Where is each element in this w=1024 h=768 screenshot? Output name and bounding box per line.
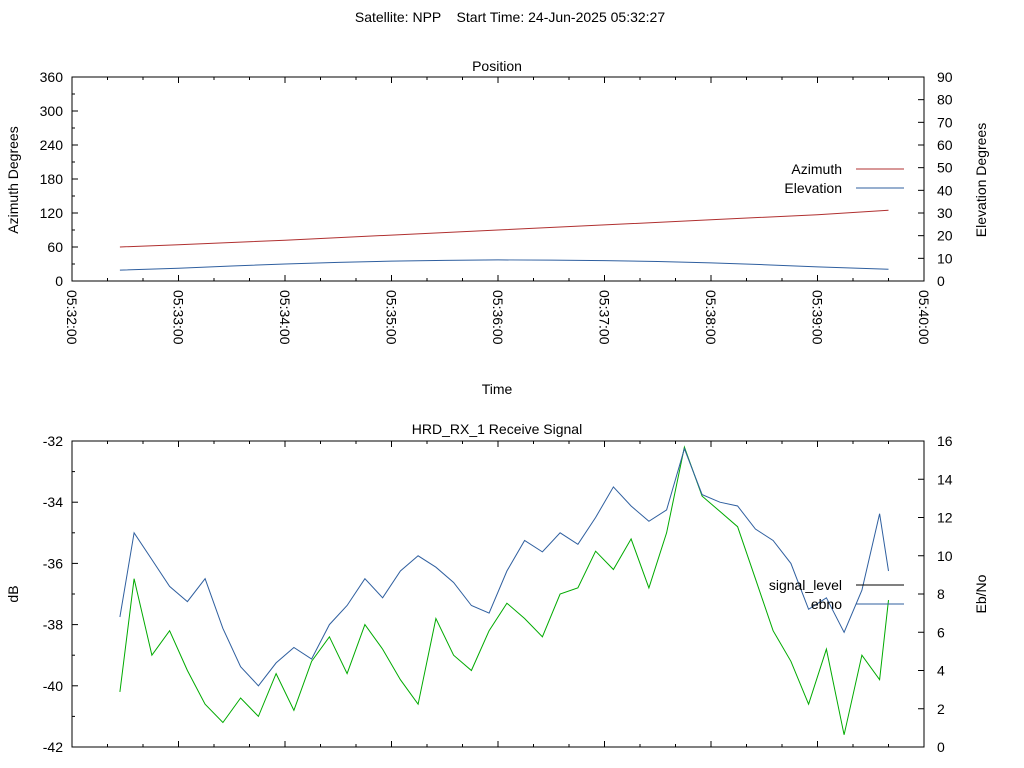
- signal-y-right-tick-label: 4: [937, 663, 945, 679]
- signal-y-right-tick-label: 0: [937, 739, 945, 755]
- position-y-left-tick-label: 180: [40, 171, 64, 187]
- signal-y-right-tick-label: 2: [937, 701, 945, 717]
- position-x-tick-label: 05:37:00: [597, 290, 613, 345]
- legend-azimuth-label: Azimuth: [791, 161, 842, 177]
- position-y-left-tick-label: 240: [40, 137, 64, 153]
- signal-chart-title: HRD_RX_1 Receive Signal: [412, 421, 582, 437]
- signal-y-left-label: dB: [5, 585, 21, 602]
- position-y-right-tick-label: 50: [937, 160, 953, 176]
- position-chart-title: Position: [472, 58, 522, 74]
- signal-y-left-tick-label: -34: [43, 494, 63, 510]
- position-x-tick-label: 05:36:00: [490, 290, 506, 345]
- position-y-left-tick-label: 120: [40, 205, 64, 221]
- position-plot-frame: [71, 76, 925, 282]
- position-y-right-tick-label: 40: [937, 182, 953, 198]
- position-y-right-tick-label: 90: [937, 69, 953, 85]
- position-y-right-tick-label: 80: [937, 92, 953, 108]
- signal-y-left-tick-label: -32: [43, 433, 63, 449]
- series-line-elevation: [119, 259, 889, 271]
- figure-title: Satellite: NPP Start Time: 24-Jun-2025 0…: [355, 9, 665, 25]
- position-y-left-tick-label: 0: [55, 273, 63, 289]
- series-line-azimuth: [119, 209, 889, 248]
- signal-y-right-tick-label: 14: [937, 471, 953, 487]
- position-y-left-label: Azimuth Degrees: [5, 126, 21, 233]
- legend-ebno-label: ebno: [811, 596, 842, 612]
- position-y-left-tick-label: 60: [47, 239, 63, 255]
- signal-y-right-tick-label: 8: [937, 586, 945, 602]
- signal-y-left-tick-label: -38: [43, 617, 63, 633]
- position-x-tick-label: 05:32:00: [64, 290, 80, 345]
- signal-y-right-tick-label: 10: [937, 548, 953, 564]
- position-x-tick-label: 05:34:00: [277, 290, 293, 345]
- position-chart: Position 05:32:00 05:33:00 05:34:00 05:35:0…: [5, 58, 989, 397]
- position-y-right-tick-label: 10: [937, 250, 953, 266]
- position-y-right-tick-label: 70: [937, 114, 953, 130]
- series-line-signal-level: [119, 445, 889, 735]
- signal-y-right-label: Eb/No: [973, 574, 989, 613]
- position-y-right-tick-label: 0: [937, 273, 945, 289]
- position-y-right-tick-label: 60: [937, 137, 953, 153]
- series-line-ebno: [119, 447, 889, 687]
- position-x-tick-label: 05:40:00: [916, 290, 932, 345]
- position-y-right-label: Elevation Degrees: [973, 123, 989, 237]
- position-y-left-tick-label: 360: [40, 69, 64, 85]
- legend-elevation-label: Elevation: [784, 180, 842, 196]
- signal-chart: HRD_RX_1 Receive Signal -42 -40 -38 -36 -34 -…: [5, 421, 989, 755]
- position-x-tick-label: 05:39:00: [810, 290, 826, 345]
- legend-signal-level-label: signal_level: [769, 577, 842, 593]
- position-x-label: Time: [482, 381, 513, 397]
- position-y-left-tick-label: 300: [40, 103, 64, 119]
- signal-y-right-tick-label: 6: [937, 624, 945, 640]
- position-y-right-tick-label: 20: [937, 228, 953, 244]
- signal-y-left-tick-label: -40: [43, 678, 63, 694]
- position-x-tick-label: 05:38:00: [703, 290, 719, 345]
- signal-y-right-tick-label: 12: [937, 510, 953, 526]
- signal-y-left-tick-label: -36: [43, 555, 63, 571]
- position-y-right-tick-label: 30: [937, 205, 953, 221]
- position-x-tick-label: 05:35:00: [384, 290, 400, 345]
- position-x-tick-label: 05:33:00: [171, 290, 187, 345]
- signal-y-right-tick-label: 16: [937, 433, 953, 449]
- signal-plot-frame: [71, 440, 925, 748]
- signal-y-left-tick-label: -42: [43, 739, 63, 755]
